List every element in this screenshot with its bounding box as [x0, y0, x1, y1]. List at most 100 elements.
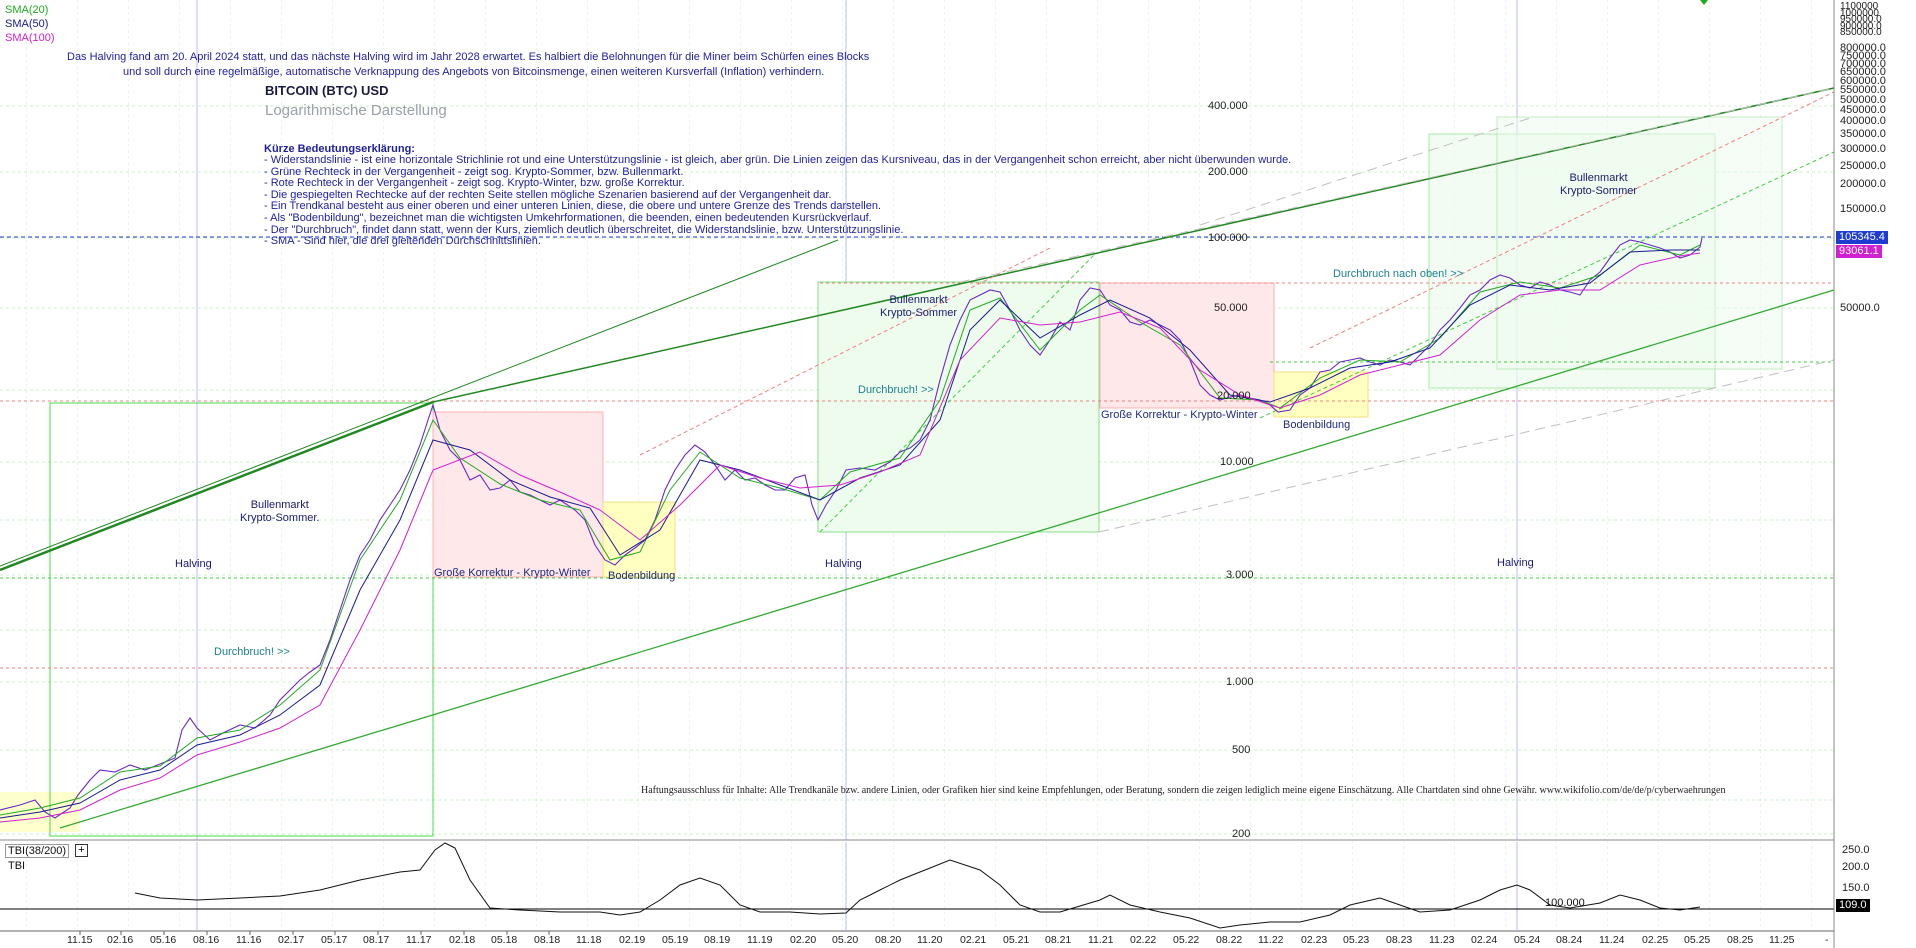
x-label: 11.25 — [1769, 934, 1795, 946]
right-axis-label: 750000.0 — [1840, 50, 1886, 62]
annotation-correction-2022: Große Korrektur - Krypto-Winter — [1101, 409, 1258, 421]
x-label: 05.18 — [491, 934, 518, 946]
x-label: 05.24 — [1514, 934, 1541, 946]
right-axis-label: 300000.0 — [1840, 143, 1886, 155]
indicator-current-value: 109.0 — [1836, 899, 1870, 912]
indicator-level-label: 100.000 — [1545, 897, 1585, 909]
disclaimer: Haftungsausschluss für Inhalte: Alle Tre… — [641, 785, 1726, 796]
price-series — [0, 237, 1703, 819]
x-label: 02.23 — [1301, 934, 1328, 946]
x-label: 08.25 — [1727, 934, 1754, 946]
price-label: 50.000 — [1214, 302, 1248, 314]
indicator-label: TBI — [8, 860, 26, 872]
green-box-bull-2021 — [817, 281, 1100, 533]
explanation-line: - Grüne Rechteck in der Vergangenheit - … — [264, 165, 684, 178]
annotation-bull-2021: Bullenmarkt Krypto-Sommer — [880, 294, 958, 319]
x-label: 11.17 — [406, 934, 432, 946]
x-label: 02.21 — [960, 934, 987, 946]
price-label: 500 — [1232, 744, 1251, 756]
add-indicator-icon[interactable]: + — [75, 844, 88, 857]
indicator-axis-label: 200.0 — [1842, 861, 1870, 873]
x-label: 05.17 — [321, 934, 348, 946]
annotation-bottom-2019: Bodenbildung — [608, 570, 676, 582]
legend: SMA(20) SMA(50) SMA(100) — [5, 3, 55, 45]
x-label: 08.16 — [193, 934, 220, 946]
chart-title: BITCOIN (BTC) USD — [265, 83, 389, 98]
annotation-breakout-1: Durchbruch! >> — [214, 646, 290, 658]
annotation-breakout-3: Durchbruch nach oben! >> — [1333, 268, 1464, 280]
green-box-projection-2 — [1496, 116, 1783, 370]
x-axis-end-marker[interactable]: - — [1825, 934, 1829, 946]
legend-sma50[interactable]: SMA(50) — [5, 18, 49, 30]
price-label: 100.000 — [1208, 232, 1248, 244]
explanation-line: - Ein Trendkanal besteht aus einer obere… — [264, 200, 882, 213]
red-box-winter-2022 — [1099, 282, 1275, 409]
x-label: 08.17 — [363, 934, 390, 946]
right-axis-label: 500000.0 — [1840, 94, 1886, 106]
x-label: 02.24 — [1471, 934, 1498, 946]
indicator-name[interactable]: TBI(38/200) — [5, 844, 70, 858]
explanation-line: - SMA - Sind hier, die drei gleitenden D… — [264, 235, 541, 248]
x-ticks — [79, 931, 550, 935]
x-label: 02.16 — [107, 934, 134, 946]
x-label: 11.23 — [1429, 934, 1455, 946]
right-axis-label: 600000.0 — [1840, 75, 1886, 87]
x-label: 02.18 — [449, 934, 476, 946]
x-label: 11.24 — [1599, 934, 1625, 946]
right-axis-label: 800000.0 — [1840, 42, 1886, 54]
right-axis-label: 400000.0 — [1840, 115, 1886, 127]
x-label: 05.23 — [1343, 934, 1370, 946]
tbi-series — [134, 842, 1701, 929]
explanation-block: Kürze Bedeutungserklärung: - Widerstands… — [264, 143, 1291, 248]
price-label: 200 — [1232, 828, 1251, 840]
trend-channels — [0, 87, 1835, 829]
price-label: 200.000 — [1208, 166, 1248, 178]
sma100-series — [0, 252, 1701, 823]
x-label: 08.23 — [1386, 934, 1413, 946]
x-label: 08.19 — [704, 934, 731, 946]
x-label: 05.20 — [832, 934, 859, 946]
indicator-axis-label: 250.0 — [1842, 844, 1870, 856]
right-axis-label: 350000.0 — [1840, 128, 1886, 140]
right-axis-label: 650000.0 — [1840, 66, 1886, 78]
chart-subtitle: Logarithmische Darstellung — [265, 102, 447, 119]
right-axis-label: 550000.0 — [1840, 84, 1886, 96]
x-label: 05.16 — [150, 934, 177, 946]
x-label: 02.19 — [619, 934, 646, 946]
x-label: 05.21 — [1003, 934, 1030, 946]
price-label: 3.000 — [1226, 569, 1254, 581]
x-label: 11.22 — [1258, 934, 1284, 946]
price-label-20000: 20.000 — [1217, 390, 1251, 402]
sma-value-tag: 93061.1 — [1836, 245, 1882, 258]
x-label: 11.16 — [236, 934, 262, 946]
annotation-breakout-2: Durchbruch! >> — [858, 384, 934, 396]
price-label: 10.000 — [1220, 456, 1254, 468]
x-label: 11.15 — [67, 934, 93, 946]
annotation-halving-2024: Halving — [1497, 557, 1534, 569]
x-label: 11.21 — [1088, 934, 1114, 946]
right-axis-label: 700000.0 — [1840, 58, 1886, 70]
x-label: 05.25 — [1684, 934, 1711, 946]
x-label: 08.24 — [1556, 934, 1583, 946]
annotation-halving-2016: Halving — [175, 558, 212, 570]
price-label: 1.000 — [1226, 676, 1254, 688]
explanation-line: - Die gespiegelten Rechtecke auf der rec… — [264, 188, 832, 201]
price-label: 400.000 — [1208, 100, 1248, 112]
explanation-line: - Der "Durchbruch", findet dann statt, w… — [264, 223, 904, 236]
x-label: 02.25 — [1642, 934, 1669, 946]
x-label: 08.21 — [1045, 934, 1072, 946]
annotation-correction-2018: Große Korrektur - Krypto-Winter — [434, 567, 591, 579]
right-axis-label: 250000.0 — [1840, 160, 1886, 172]
right-axis-label: 450000.0 — [1840, 104, 1886, 116]
x-label: 11.18 — [576, 934, 602, 946]
current-price-tag: 105345.4 — [1836, 231, 1888, 244]
x-label: 02.20 — [790, 934, 817, 946]
legend-sma20[interactable]: SMA(20) — [5, 4, 49, 16]
right-axis-label: 150000.0 — [1840, 203, 1886, 215]
x-label: 08.20 — [875, 934, 902, 946]
explanation-line: - Als "Bodenbildung", bezeichnet man die… — [264, 211, 872, 224]
x-label: 11.19 — [747, 934, 773, 946]
explanation-heading: Kürze Bedeutungserklärung: — [264, 143, 415, 155]
legend-sma100[interactable]: SMA(100) — [5, 32, 55, 44]
